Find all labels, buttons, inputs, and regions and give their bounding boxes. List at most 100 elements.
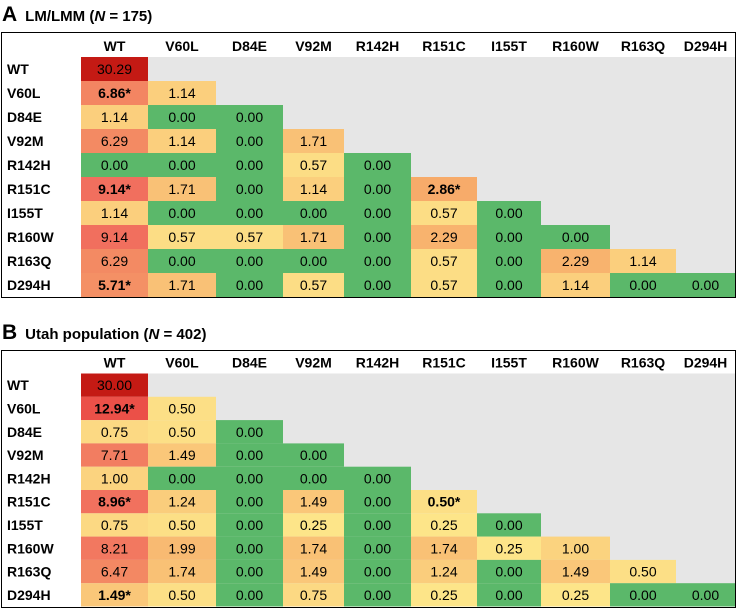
heatmap-cell [148, 466, 216, 490]
row-label: R142H [7, 157, 51, 173]
cell-value: 1.49 [300, 494, 327, 510]
cell-value: 1.14 [168, 133, 195, 149]
row-label: D294H [7, 587, 51, 603]
cell-value: 0.75 [101, 424, 128, 440]
heatmap-cell [541, 249, 610, 273]
column-header: D84E [232, 355, 267, 371]
panel-a-title-n: N [94, 8, 106, 25]
heatmap-cell [148, 583, 216, 607]
cell-value: 0.00 [364, 157, 391, 173]
heatmap-cell [148, 536, 216, 560]
cell-value: 0.00 [168, 470, 195, 486]
row-label: R163Q [7, 564, 51, 580]
heatmap-cell [216, 273, 283, 297]
heatmap-cell [411, 177, 477, 201]
heatmap-cell [283, 153, 344, 177]
heatmap-cell [477, 225, 541, 249]
cell-value: 0.00 [364, 564, 391, 580]
cell-value: 0.25 [562, 587, 589, 603]
heatmap-cell [477, 536, 541, 560]
cell-value: 0.75 [300, 587, 327, 603]
column-header: R160W [552, 38, 599, 54]
heatmap-cell [411, 249, 477, 273]
row-label: R160W [7, 540, 54, 556]
heatmap-cell [81, 396, 148, 421]
cell-value: 7.71 [101, 447, 128, 463]
cell-value: 0.00 [168, 157, 195, 173]
heatmap-cell [148, 273, 216, 297]
panel-b-title-suffix: = 402) [159, 326, 207, 343]
cell-value: 0.00 [236, 157, 263, 173]
cell-value: 0.00 [236, 517, 263, 533]
cell-value: 30.29 [97, 61, 132, 77]
row-label: V92M [7, 133, 44, 149]
heatmap-cell [148, 443, 216, 467]
column-header: R163Q [621, 38, 665, 54]
heatmap-cell [81, 490, 148, 514]
heatmap-cell [283, 225, 344, 249]
cell-value: 1.14 [168, 85, 195, 101]
heatmap-cell [216, 490, 283, 514]
cell-value: 0.00 [236, 424, 263, 440]
heatmap-cell [283, 249, 344, 273]
cell-value: 0.00 [236, 447, 263, 463]
heatmap-cell [344, 153, 411, 177]
heatmap-cell [541, 559, 610, 584]
column-header: I155T [491, 355, 527, 371]
cell-value: 1.14 [562, 277, 589, 293]
cell-value: 0.00 [495, 229, 522, 245]
heatmap-cell [216, 153, 283, 177]
heatmap-cell [411, 273, 477, 297]
heatmap-cell [81, 443, 148, 467]
heatmap-cell [148, 490, 216, 514]
cell-value: 0.00 [168, 205, 195, 221]
cell-value: 0.57 [236, 229, 263, 245]
heatmap-cell [283, 513, 344, 537]
heatmap-cell [216, 249, 283, 273]
panel-a-table: WT V60L D84E V92M R142H R151C I155T R160W R163Q D… [1, 32, 736, 298]
row-label: D84E [7, 109, 42, 125]
cell-value: 1.00 [101, 470, 128, 486]
heatmap-cell [411, 513, 477, 537]
heatmap-cell [283, 443, 344, 467]
heatmap-cell [81, 420, 148, 444]
heatmap-cell [81, 583, 148, 607]
column-header: R151C [422, 38, 466, 54]
cell-value: 5.71* [98, 277, 131, 293]
cell-value: 0.00 [692, 277, 719, 293]
cell-value: 0.25 [495, 540, 522, 556]
heatmap-cell [81, 57, 148, 81]
cell-value: 0.00 [236, 133, 263, 149]
heatmap-cell [344, 583, 411, 607]
cell-value: 0.00 [364, 205, 391, 221]
cell-value: 30.00 [97, 377, 132, 393]
column-header: R151C [422, 355, 466, 371]
cell-value: 8.96* [98, 494, 131, 510]
heatmap-cell [81, 105, 148, 129]
cell-value: 0.00 [300, 470, 327, 486]
heatmap-cell [148, 513, 216, 537]
heatmap-cell [610, 273, 676, 297]
cell-value: 0.00 [364, 229, 391, 245]
cell-value: 0.50* [428, 494, 461, 510]
heatmap-cell [216, 443, 283, 467]
cell-value: 1.49 [168, 447, 195, 463]
panel-a-heatmap: WT V60L D84E V92M R142H R151C I155T R160W R163Q D… [7, 38, 735, 297]
column-header: R142H [356, 355, 400, 371]
heatmap-cell [344, 225, 411, 249]
cell-value: 0.00 [236, 109, 263, 125]
cell-value: 0.75 [101, 517, 128, 533]
cell-value: 0.57 [168, 229, 195, 245]
cell-value: 6.29 [101, 133, 128, 149]
cell-value: 0.00 [236, 540, 263, 556]
heatmap-cell [610, 583, 676, 607]
row-label: D84E [7, 424, 42, 440]
panel-b-heatmap: WT V60L D84E V92M R142H R151C I155T R160W R163Q D… [7, 355, 735, 607]
heatmap-cell [283, 201, 344, 225]
heatmap-cell [81, 177, 148, 201]
heatmap-cell [477, 273, 541, 297]
column-header: V92M [295, 355, 332, 371]
heatmap-cell [477, 513, 541, 537]
panel-b-table: WT V60L D84E V92M R142H R151C I155T R160W R163Q D… [1, 350, 736, 608]
heatmap-cell [148, 225, 216, 249]
